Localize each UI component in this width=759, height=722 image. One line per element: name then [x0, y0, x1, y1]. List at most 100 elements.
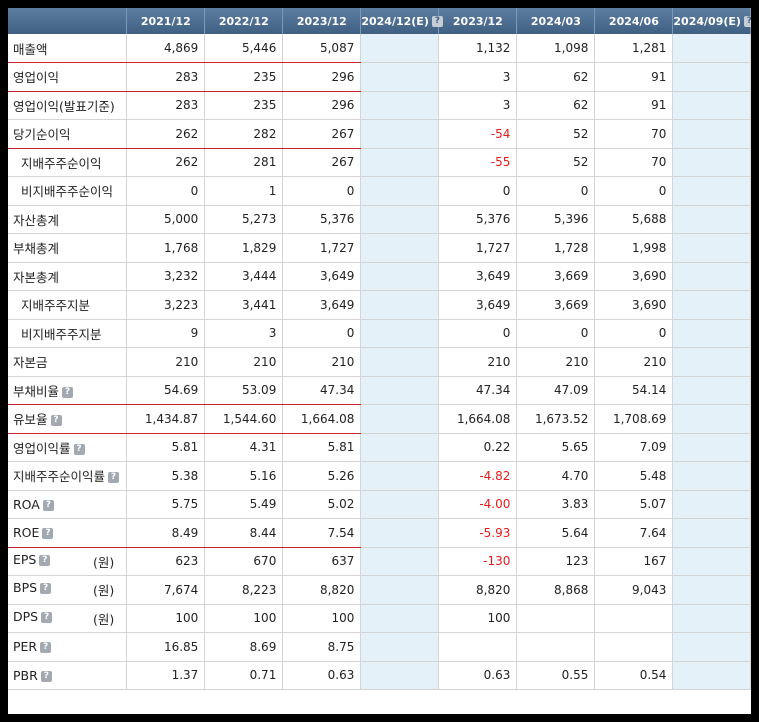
value-cell [672, 319, 751, 348]
table-row: 영업이익률? 5.81 4.31 5.81 0.22 5.65 7.09 [8, 433, 751, 462]
row-label: 지배주주순이익 [8, 148, 128, 177]
value-cell: 123 [516, 547, 596, 576]
column-header: 2023/12 [438, 8, 518, 34]
value-cell [360, 376, 440, 405]
value-cell: 5,446 [204, 34, 284, 63]
value-cell: 9 [126, 319, 206, 348]
row-label-text: 지배주주순이익률 [13, 469, 106, 485]
value-cell [672, 119, 751, 149]
table-row: 매출액 4,869 5,446 5,087 1,132 1,098 1,281 [8, 34, 751, 63]
value-cell: 235 [204, 62, 284, 92]
value-cell [516, 632, 596, 662]
column-header-label: 2024/06 [608, 14, 659, 28]
table-row: ROE? 8.49 8.44 7.54 -5.93 5.64 7.64 [8, 518, 751, 548]
value-cell [672, 433, 751, 462]
column-header-label: 2023/12 [296, 14, 347, 28]
value-cell: 1,768 [126, 233, 206, 263]
row-label-text: 영업이익률 [13, 440, 71, 456]
table-row: 부채총계 1,768 1,829 1,727 1,727 1,728 1,998 [8, 233, 751, 263]
help-icon[interactable]: ? [108, 472, 120, 484]
row-label: 자산총계 [8, 205, 128, 234]
value-cell: 7.54 [282, 518, 362, 548]
help-icon[interactable]: ? [73, 443, 85, 455]
help-icon[interactable]: ? [62, 386, 74, 398]
value-cell: 5.48 [594, 461, 674, 491]
row-label: PER? [8, 632, 128, 662]
value-cell: 0 [516, 176, 596, 206]
value-cell [360, 205, 440, 234]
value-cell [360, 518, 440, 548]
help-icon[interactable]: ? [40, 583, 52, 595]
value-cell: 1,727 [282, 233, 362, 263]
value-cell [438, 632, 518, 662]
help-icon[interactable]: ? [41, 611, 53, 623]
value-cell: 62 [516, 62, 596, 92]
help-icon[interactable]: ? [42, 499, 54, 511]
value-cell: -4.00 [438, 490, 518, 519]
row-label-text: PBR [13, 667, 38, 683]
table-row: 지배주주지분 3,223 3,441 3,649 3,649 3,669 3,690 [8, 290, 751, 320]
table-row: ROA? 5.75 5.49 5.02 -4.00 3.83 5.07 [8, 490, 751, 519]
value-cell: 3,669 [516, 290, 596, 320]
value-cell [360, 661, 440, 690]
value-cell [360, 176, 440, 206]
value-cell: 5.38 [126, 461, 206, 491]
value-cell: 282 [204, 119, 284, 149]
value-cell: -5.93 [438, 518, 518, 548]
row-label: EPS? (원) [8, 547, 128, 576]
help-icon[interactable]: ? [431, 16, 443, 27]
table-row: 비지배주주지분 9 3 0 0 0 0 [8, 319, 751, 348]
value-cell: 7.64 [594, 518, 674, 548]
value-cell [672, 148, 751, 177]
value-cell: 3,690 [594, 290, 674, 320]
row-label-text: 지배주주지분 [21, 298, 91, 314]
row-label-text: 비지배주주지분 [21, 326, 102, 342]
help-icon[interactable]: ? [40, 642, 52, 654]
help-icon[interactable]: ? [50, 415, 62, 427]
value-cell: 670 [204, 547, 284, 576]
value-cell: 5.16 [204, 461, 284, 491]
value-cell: 9,043 [594, 575, 674, 605]
table-row: 부채비율? 54.69 53.09 47.34 47.34 47.09 54.14 [8, 376, 751, 405]
row-label: 영업이익 [8, 62, 128, 92]
table-row: 자본금 210 210 210 210 210 210 [8, 347, 751, 377]
row-label: 자본총계 [8, 262, 128, 291]
row-label: 당기순이익 [8, 119, 128, 149]
help-icon[interactable]: ? [743, 16, 751, 27]
value-cell [360, 62, 440, 92]
table-row: 유보율? 1,434.87 1,544.60 1,664.08 1,664.08 1,67… [8, 404, 751, 434]
value-cell: 3.83 [516, 490, 596, 519]
value-cell [672, 205, 751, 234]
row-label-text: 매출액 [13, 41, 48, 57]
value-cell: 70 [594, 148, 674, 177]
value-cell: 0 [282, 319, 362, 348]
value-cell: 100 [204, 604, 284, 633]
table-row: 영업이익(발표기준) 283 235 296 3 62 91 [8, 91, 751, 120]
value-cell [594, 632, 674, 662]
row-label: 부채비율? [8, 376, 128, 405]
value-cell: 5,688 [594, 205, 674, 234]
value-cell: 1,664.08 [282, 404, 362, 434]
value-cell: 267 [282, 119, 362, 149]
help-icon[interactable]: ? [39, 554, 51, 566]
value-cell [672, 461, 751, 491]
row-label-text: 부채총계 [13, 241, 60, 257]
table-row: 당기순이익 262 282 267 -54 52 70 [8, 119, 751, 149]
help-icon[interactable]: ? [40, 670, 52, 682]
row-label-text: 지배주주순이익 [21, 155, 102, 171]
help-icon[interactable]: ? [42, 528, 54, 540]
value-cell: 3 [204, 319, 284, 348]
value-cell: 1,281 [594, 34, 674, 63]
value-cell: 296 [282, 62, 362, 92]
value-cell: 8,223 [204, 575, 284, 605]
value-cell [672, 547, 751, 576]
value-cell [672, 404, 751, 434]
row-label: 지배주주순이익률? [8, 461, 128, 491]
row-label: ROA? [8, 490, 128, 519]
value-cell: 1,132 [438, 34, 518, 63]
value-cell: 637 [282, 547, 362, 576]
value-cell: 7,674 [126, 575, 206, 605]
table-row: EPS? (원) 623 670 637 -130 123 167 [8, 547, 751, 576]
value-cell [672, 34, 751, 63]
value-cell: 52 [516, 148, 596, 177]
